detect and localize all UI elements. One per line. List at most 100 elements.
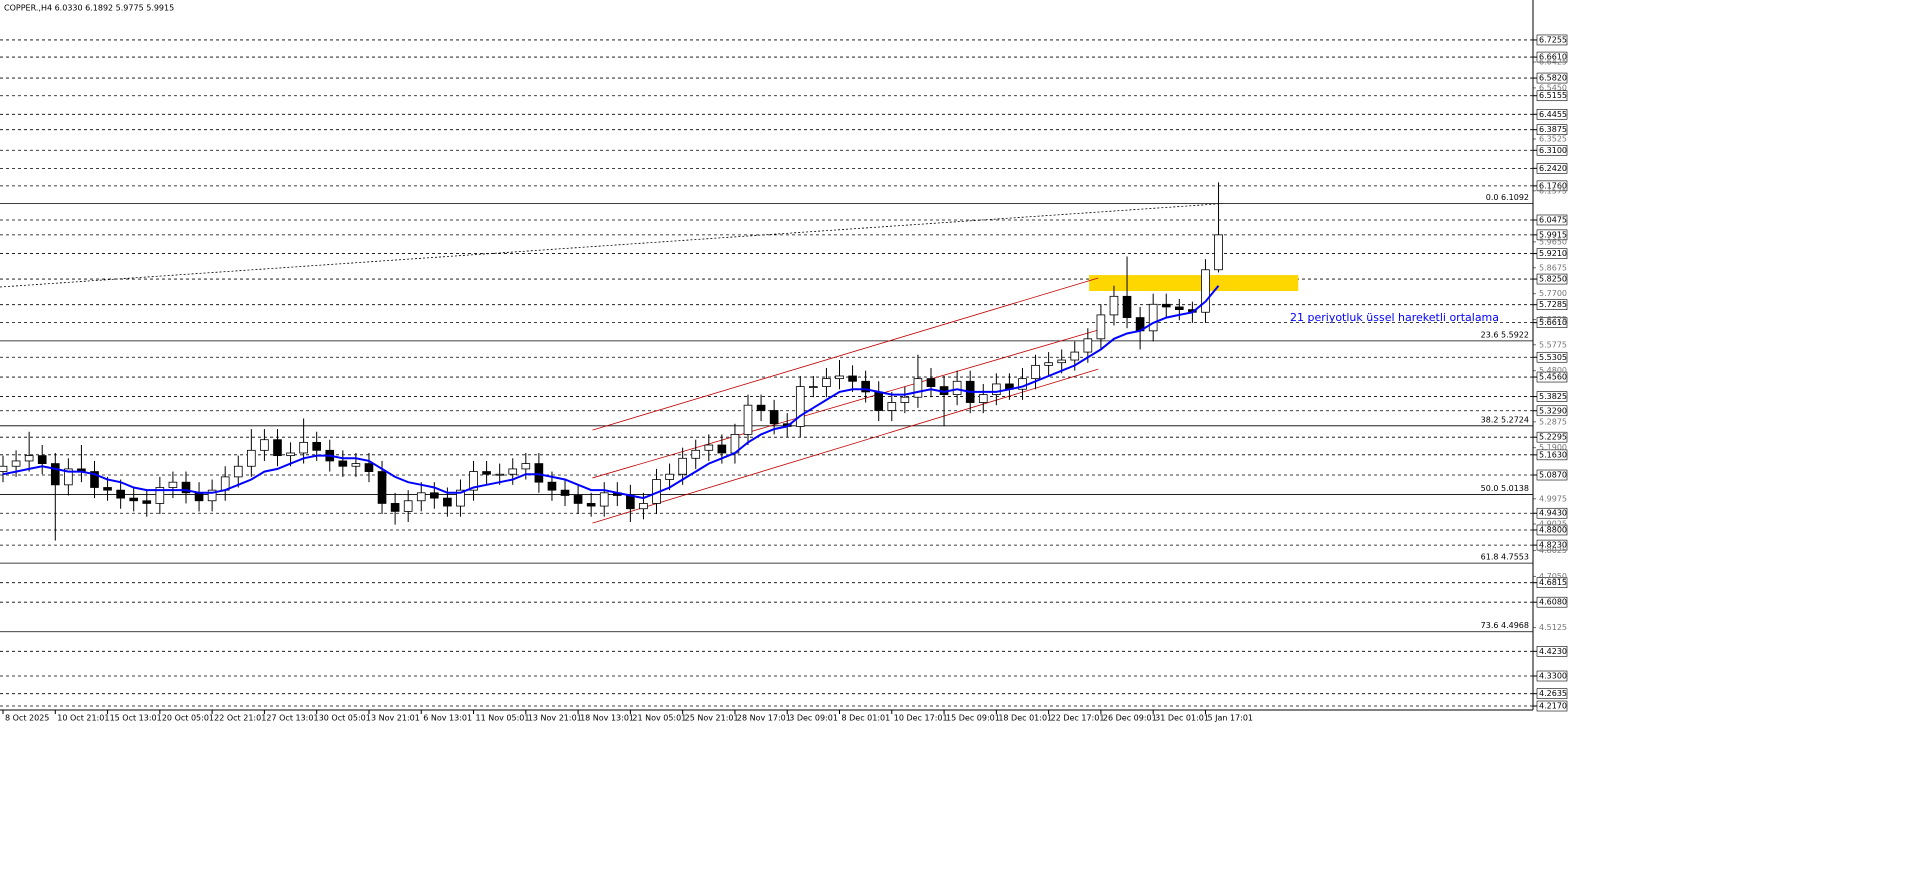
candle-body [599,492,609,507]
y-tick-label: 4.6080 [1539,598,1567,607]
y-tick-label: 5.6725 [1539,315,1567,324]
candle-body [24,455,34,462]
y-tick-box [1536,34,1568,46]
y-tick-box [1536,144,1568,156]
x-tick-label: 10 Oct 21:01 [57,714,109,723]
x-tick-label: 28 Nov 17:01 [737,714,791,723]
candle-body [573,495,583,504]
candle-body [717,444,727,454]
candle-body [142,500,152,504]
y-tick-box [1536,299,1568,310]
candle-body [769,410,779,425]
y-tick-box [1536,449,1568,461]
y-tick-label: 5.2295 [1539,433,1567,442]
y-tick-label: 6.5450 [1539,83,1567,92]
candle-body [443,497,452,507]
y-tick-box [1536,431,1568,443]
candle-body [116,489,125,499]
candle-body [1201,269,1210,313]
x-tick-label: 18 Dec 01:01 [998,714,1052,723]
y-tick-box [1536,469,1568,481]
y-tick-box [1536,577,1568,588]
candle-body [168,481,178,488]
y-tick-label: 6.3525 [1539,134,1567,143]
y-tick-label: 5.5775 [1539,340,1567,349]
y-tick-label: 6.0475 [1539,215,1567,224]
x-tick-label: 20 Oct 05:01 [162,714,214,723]
x-tick-label: 26 Dec 09:01 [1103,714,1157,723]
candle-body [1148,303,1158,332]
y-tick-box [1536,371,1568,383]
candle-body [756,404,766,411]
y-tick-label: 6.7255 [1539,35,1567,44]
y-tick-box [1536,646,1568,657]
candle-body [0,465,8,472]
fib-label: 61.8 4.7553 [1481,553,1529,562]
candle-body [403,500,413,512]
y-tick-label: 5.6610 [1539,318,1567,327]
y-tick-box [1536,229,1568,241]
y-tick-label: 4.9025 [1539,520,1567,529]
candle-body [822,378,831,387]
candle-body [312,441,322,451]
candle-body [665,473,674,480]
candle-body [1096,314,1106,340]
candle-body [247,449,256,467]
y-tick-box [1536,524,1568,536]
y-tick-box [1536,163,1568,174]
zone [1089,275,1299,292]
candle-body [704,444,714,451]
candle-body [809,386,818,388]
y-tick-box [1536,391,1568,402]
candle-body [11,460,21,467]
y-tick-label: 6.5820 [1539,74,1567,83]
candle-body [233,465,243,478]
x-tick-label: 6 Nov 13:01 [423,714,472,723]
y-tick-label: 4.3300 [1539,672,1567,681]
candle-body [952,380,962,395]
y-tick-box [1536,317,1568,328]
chart-title: COPPER.,H4 6.0330 6.1892 5.9775 5.9915 [4,4,174,13]
y-tick-box [1536,351,1568,363]
x-tick-label: 8 Dec 01:01 [841,714,890,723]
y-tick-box [1536,109,1568,120]
y-tick-box [1536,214,1568,226]
y-tick-label: 6.3100 [1539,146,1567,155]
x-tick-label: 21 Nov 05:01 [632,714,686,723]
x-tick-label: 5 Jan 17:01 [1207,714,1253,723]
y-tick-box [1536,596,1568,608]
candle-body [691,449,701,459]
candle-body [1083,338,1093,353]
x-tick-label: 27 Oct 13:01 [266,714,318,723]
y-tick-label: 4.4230 [1539,647,1567,656]
candle-body [351,463,361,467]
x-tick-label: 15 Dec 09:01 [946,714,1000,723]
candle-body [978,394,988,403]
candle-body [1031,364,1040,380]
candle-body [181,481,191,494]
x-tick-label: 22 Oct 21:01 [214,714,266,723]
y-tick-label: 5.9210 [1539,249,1567,258]
candle-body [456,489,465,507]
y-tick-label: 5.9650 [1539,237,1567,246]
y-tick-label: 6.5155 [1539,91,1567,100]
y-tick-label: 6.2420 [1539,164,1567,173]
y-tick-label: 4.9975 [1539,494,1567,503]
candle-body [64,468,73,486]
candle-body [482,471,491,475]
candle-body [626,495,635,510]
y-tick-label: 5.4800 [1539,366,1567,375]
candle-body [913,378,923,398]
candle-body [874,391,884,411]
x-tick-label: 30 Oct 05:01 [319,714,371,723]
y-tick-box [1536,90,1568,102]
y-tick-box [1536,688,1568,699]
candle-body [37,455,47,464]
y-tick-label: 5.8250 [1539,275,1567,284]
fib-label: 73.6 4.4968 [1481,621,1529,630]
candle-body [835,375,844,380]
candle-body [495,473,504,476]
y-tick-box [1536,539,1568,551]
candle-body [194,492,204,502]
